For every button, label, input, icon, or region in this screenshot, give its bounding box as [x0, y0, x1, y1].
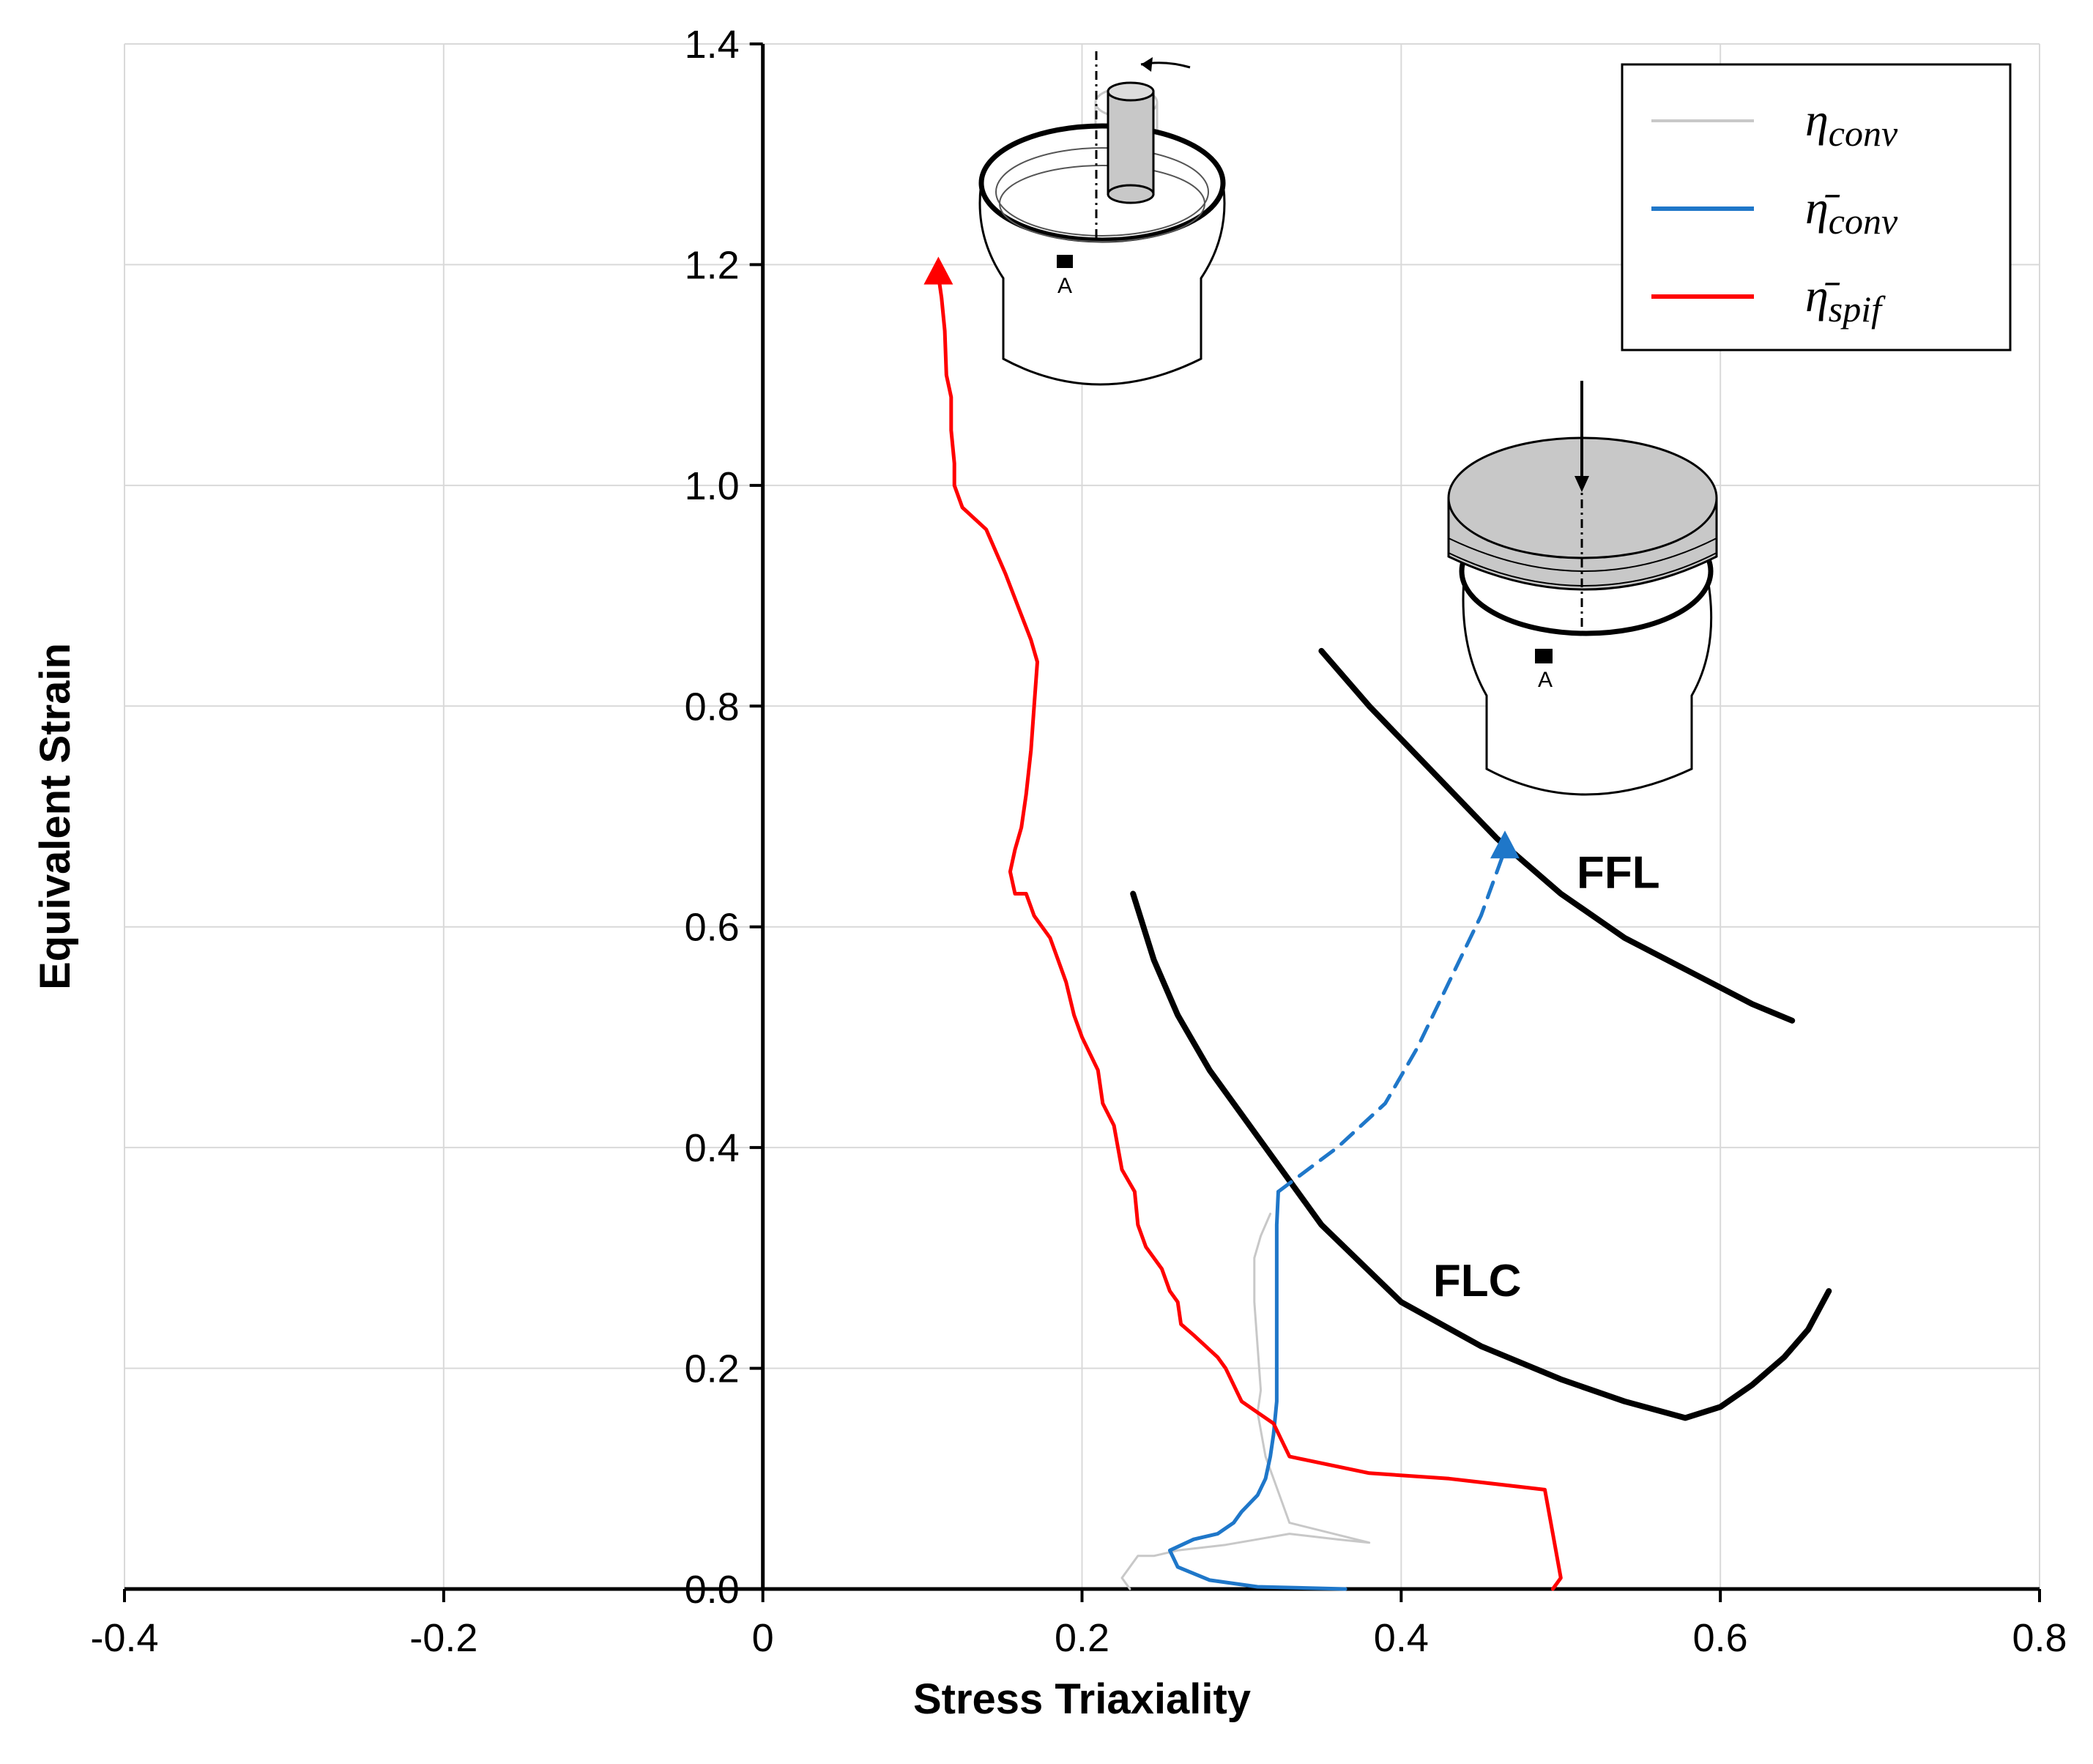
conventional-schematic-icon: A: [1447, 381, 1718, 796]
series-line-flc: [1130, 890, 1832, 1421]
y-tick-label: 0.6: [685, 906, 740, 950]
legend-label: η̄spif: [1805, 269, 1886, 330]
series-end-marker: [923, 256, 953, 285]
x-tick-label: 0.6: [1693, 1616, 1748, 1660]
series-end-marker: [1490, 830, 1520, 859]
y-tick-label: 0.0: [685, 1568, 740, 1612]
y-tick-label: 0.8: [685, 685, 740, 729]
x-tick-label: 0.8: [2012, 1616, 2067, 1660]
spif-schematic-icon: A: [978, 51, 1226, 386]
x-tick-label: 0: [752, 1616, 774, 1660]
y-tick-label: 1.0: [685, 464, 740, 508]
legend-label: ηconv: [1805, 94, 1898, 154]
series-line--conv-after-necking-: [1276, 847, 1507, 1194]
tick-labels: -0.4 -0.2 0 0.2 0.4 0.6 0.8 0.0 0.2 0.4 0.6 0.8 1.0 1…: [90, 23, 2067, 1660]
y-tick-label: 0.2: [685, 1347, 740, 1391]
x-tick-label: -0.4: [90, 1616, 158, 1660]
x-axis-title: Stress Triaxiality: [913, 1675, 1251, 1723]
series-line--spif: [936, 274, 1563, 1591]
schematic-point-label: A: [1538, 668, 1553, 692]
flc-annotation: FLC: [1433, 1256, 1522, 1306]
series-line--conv: [1167, 1189, 1347, 1591]
x-tick-label: 0.4: [1374, 1616, 1429, 1660]
x-tick-label: -0.2: [409, 1616, 477, 1660]
y-tick-label: 0.4: [685, 1126, 740, 1170]
x-tick-label: 0.2: [1055, 1616, 1109, 1660]
y-axis-title: Equivalent Strain: [31, 643, 79, 990]
y-tick-label: 1.4: [685, 23, 740, 67]
series-line-ffl: [1318, 647, 1796, 1024]
schematic-point-label: A: [1057, 274, 1072, 298]
series-layer: [923, 256, 1832, 1591]
series-line--conv: [1120, 1213, 1371, 1590]
y-tick-label: 1.2: [685, 243, 740, 287]
ffl-annotation: FFL: [1577, 847, 1660, 898]
